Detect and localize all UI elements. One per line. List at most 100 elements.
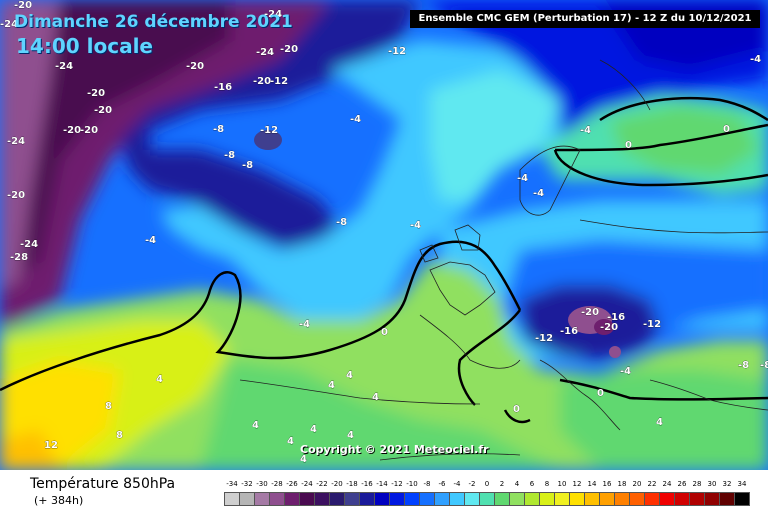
legend-swatch	[299, 492, 315, 506]
legend-swatch	[524, 492, 540, 506]
legend-swatch	[689, 492, 705, 506]
legend-swatch	[629, 492, 645, 506]
legend-swatch	[734, 492, 750, 506]
isotherm-value-label: -4	[750, 54, 761, 65]
legend-swatch	[644, 492, 660, 506]
isotherm-value-label: -4	[533, 188, 544, 199]
color-scale-legend: -34 -32 -30 -28 -26 -24 -22 -20 -18 -16 -14 -12 -10-…	[224, 480, 752, 510]
isotherm-value-label: -4	[350, 114, 361, 125]
isotherm-value-label: -20	[280, 44, 298, 55]
legend-value: 4	[514, 480, 520, 488]
isotherm-value-label: -8	[224, 150, 235, 161]
legend-swatch	[254, 492, 270, 506]
legend-swatch	[659, 492, 675, 506]
legend-swatch	[479, 492, 495, 506]
isotherm-value-label: 0	[723, 124, 730, 135]
legend-value: 28	[692, 480, 702, 488]
coastlines	[239, 59, 768, 461]
legend-swatch	[599, 492, 615, 506]
legend-swatch	[329, 492, 345, 506]
legend-swatch	[314, 492, 330, 506]
legend-swatch	[389, 492, 405, 506]
isotherm-value-label: -12	[535, 333, 553, 344]
legend-value: 26	[677, 480, 687, 488]
legend-value: -34	[226, 480, 238, 488]
forecast-date: Dimanche 26 décembre 2021	[14, 12, 293, 32]
legend-swatch	[494, 492, 510, 506]
isotherm-value-label: -20	[186, 61, 204, 72]
legend-swatch	[539, 492, 555, 506]
legend-swatch	[419, 492, 435, 506]
isotherm-value-label: -4	[517, 173, 528, 184]
lead-time-label: (+ 384h)	[34, 494, 84, 507]
legend-value: 0	[484, 480, 490, 488]
legend-swatch	[284, 492, 300, 506]
isotherm-value-label: -24	[264, 9, 282, 20]
legend-value: 24	[662, 480, 672, 488]
legend-swatch	[239, 492, 255, 506]
legend-value: 12	[572, 480, 582, 488]
legend-value: 34	[737, 480, 747, 488]
legend-swatch	[584, 492, 600, 506]
isotherm-value-label: 0	[381, 327, 388, 338]
isotherm-value-label: 0	[625, 140, 632, 151]
isotherm-value-label: -4	[620, 366, 631, 377]
isotherm-value-label: -24	[0, 19, 18, 30]
isotherm-value-label: 0	[513, 404, 520, 415]
isotherm-value-label: -20	[63, 125, 81, 136]
legend-swatch	[569, 492, 585, 506]
isotherm-value-label: -20	[7, 190, 25, 201]
legend-value: -18	[346, 480, 358, 488]
legend-swatch	[674, 492, 690, 506]
isotherm-value-label: -4	[580, 125, 591, 136]
legend-value: 30	[707, 480, 717, 488]
isotherm-value-label: -20	[253, 76, 271, 87]
legend-swatch	[704, 492, 720, 506]
legend-swatch	[359, 492, 375, 506]
legend-value: -4	[453, 480, 461, 488]
legend-value: -24	[301, 480, 313, 488]
forecast-time: 14:00 locale	[16, 34, 153, 58]
isotherm-value-label: -20	[581, 307, 599, 318]
legend-swatch	[509, 492, 525, 506]
legend-value: 2	[499, 480, 505, 488]
legend-footer: Température 850hPa (+ 384h) -34 -32 -30 -28…	[0, 470, 768, 512]
legend-value: -10	[406, 480, 418, 488]
isotherm-value-label: 4	[287, 436, 294, 447]
legend-value: -20	[331, 480, 343, 488]
legend-swatch	[344, 492, 360, 506]
legend-value: -2	[468, 480, 476, 488]
cold-core-iceland	[254, 130, 282, 150]
legend-swatch	[719, 492, 735, 506]
legend-value: 18	[617, 480, 627, 488]
isotherm-value-label: 4	[252, 420, 259, 431]
isotherm-value-label: -20	[80, 125, 98, 136]
isotherm-value-label: -16	[214, 82, 232, 93]
isotherm-value-label: 4	[328, 380, 335, 391]
isotherm-value-label: -12	[388, 46, 406, 57]
isotherm-value-label: -20	[14, 0, 32, 11]
isotherm-value-label: 4	[346, 370, 353, 381]
isotherm-value-label: 8	[105, 401, 112, 412]
isotherm-value-label: -24	[256, 47, 274, 58]
legend-value: -32	[241, 480, 253, 488]
legend-value: 8	[544, 480, 550, 488]
legend-swatch	[269, 492, 285, 506]
isotherm-value-label: 4	[372, 392, 379, 403]
cold-core-small	[609, 346, 621, 358]
isotherm-value-label: -24	[55, 61, 73, 72]
isotherm-value-label: -8	[242, 160, 253, 171]
legend-value: 32	[722, 480, 732, 488]
isotherm-value-label: 4	[310, 424, 317, 435]
legend-swatch	[449, 492, 465, 506]
legend-value: 14	[587, 480, 597, 488]
isotherm-value-label: -8	[760, 360, 768, 371]
legend-swatch	[224, 492, 240, 506]
isotherm-value-label: -28	[10, 252, 28, 263]
isotherm-value-label: 4	[656, 417, 663, 428]
legend-swatch	[614, 492, 630, 506]
isotherm-value-label: -16	[560, 326, 578, 337]
isotherm-value-label: -12	[643, 319, 661, 330]
legend-swatch	[404, 492, 420, 506]
legend-value: -8	[423, 480, 431, 488]
